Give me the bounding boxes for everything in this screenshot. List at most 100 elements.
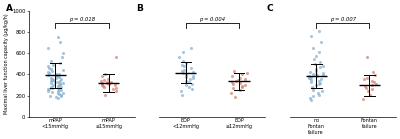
Point (307, 97, 314, 99)
Point (60, 82, 66, 84)
Point (306, 75, 312, 78)
Point (46, 67, 52, 69)
Point (56, 76, 62, 78)
Point (55, 85, 61, 87)
Point (55, 81, 61, 83)
Point (190, 75, 196, 77)
Text: p = 0.004: p = 0.004 (199, 18, 226, 23)
Point (372, 74, 379, 76)
Text: A: A (6, 4, 12, 13)
Point (309, 73, 316, 75)
Point (99, 82, 105, 85)
Point (49, 87, 56, 89)
Point (102, 93, 108, 96)
Point (60, 92, 66, 94)
Point (54, 90, 61, 92)
Point (59, 56, 66, 59)
Point (178, 64, 185, 66)
Point (49, 79, 55, 81)
Point (98, 83, 105, 85)
Point (55, 36, 62, 38)
Point (233, 80, 239, 82)
Point (60, 52, 66, 54)
Point (180, 51, 186, 53)
Point (320, 74, 326, 76)
Point (57, 83, 64, 85)
Point (230, 83, 236, 85)
Point (236, 76, 243, 79)
Point (313, 73, 320, 75)
Point (60, 69, 66, 71)
Point (183, 84, 190, 87)
Point (104, 81, 111, 83)
Point (52, 81, 58, 83)
Point (50, 64, 56, 66)
Point (368, 88, 375, 90)
Point (244, 72, 250, 74)
Point (360, 98, 367, 100)
Point (190, 71, 196, 73)
Point (102, 73, 108, 75)
Point (239, 73, 245, 75)
Point (368, 84, 375, 86)
Point (106, 83, 112, 85)
Point (58, 93, 64, 96)
Point (104, 82, 110, 84)
Y-axis label: Maximal liver function capacity (μg/kg/h): Maximal liver function capacity (μg/kg/h… (4, 13, 9, 114)
Point (180, 59, 186, 62)
Point (364, 90, 371, 92)
Point (187, 78, 193, 80)
Point (228, 81, 235, 83)
Point (112, 84, 118, 87)
Point (100, 79, 107, 81)
Point (183, 76, 189, 78)
Point (308, 81, 314, 83)
Point (55, 73, 62, 75)
Point (228, 92, 235, 94)
Point (312, 84, 319, 86)
Point (183, 73, 189, 75)
Point (372, 83, 379, 85)
Point (57, 62, 64, 64)
Point (361, 78, 367, 80)
Point (113, 87, 120, 89)
Point (48, 85, 54, 88)
Point (58, 86, 64, 88)
Point (317, 60, 324, 63)
Point (190, 77, 196, 79)
Point (312, 63, 318, 65)
Point (48, 82, 54, 85)
Point (316, 51, 323, 53)
Point (370, 71, 376, 73)
Point (53, 75, 59, 77)
Point (188, 83, 195, 85)
Point (49, 78, 56, 80)
Point (310, 95, 316, 97)
Point (310, 47, 316, 49)
Point (179, 70, 185, 72)
Point (98, 75, 105, 78)
Point (44, 65, 51, 68)
Point (310, 89, 316, 91)
Point (181, 65, 187, 68)
Point (98, 84, 105, 86)
Point (364, 76, 370, 79)
Point (320, 65, 326, 67)
Point (113, 90, 119, 92)
Point (231, 70, 237, 72)
Point (46, 88, 52, 90)
Point (237, 89, 243, 91)
Point (100, 85, 106, 87)
Point (312, 68, 319, 70)
Point (306, 77, 313, 79)
Point (189, 88, 195, 90)
Point (309, 85, 316, 88)
Point (366, 93, 373, 96)
Point (48, 91, 55, 94)
Point (110, 88, 116, 90)
Point (47, 76, 54, 79)
Point (318, 77, 324, 80)
Point (232, 95, 238, 98)
Point (363, 86, 369, 89)
Point (362, 85, 368, 87)
